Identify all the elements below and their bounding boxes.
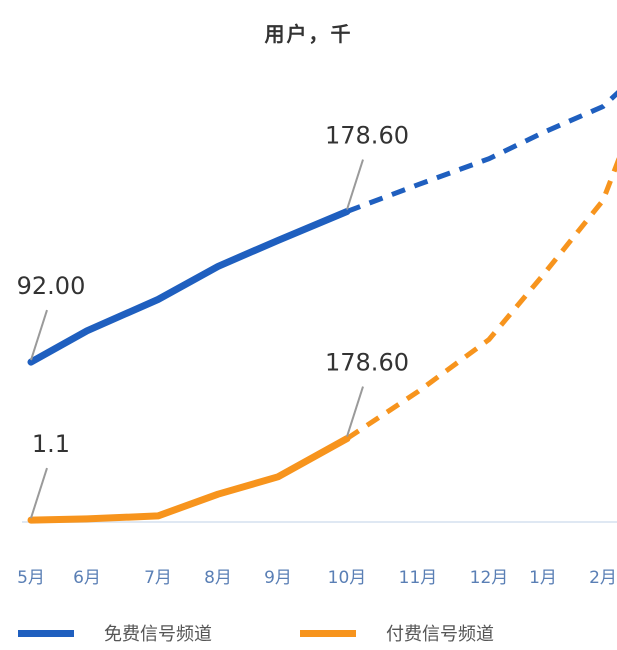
data-point-free bbox=[344, 208, 350, 215]
data-point-paid bbox=[84, 515, 90, 522]
series-line-free-forecast bbox=[346, 90, 617, 214]
legend-item-paid[interactable]: 付费信号频道 bbox=[300, 620, 494, 646]
legend-swatch-paid bbox=[300, 629, 356, 637]
line-chart: 5月 6月 7月 8月 9月 10月 11月 12月 1月 2月 92.00 178.60 1.1 178… bbox=[17, 90, 617, 588]
data-point-free bbox=[155, 296, 161, 303]
x-tick-label: 12月 bbox=[470, 568, 509, 588]
data-label: 92.00 bbox=[17, 272, 86, 300]
x-tick-label: 9月 bbox=[264, 568, 292, 588]
label-leader-line bbox=[30, 309, 48, 361]
x-tick-label: 7月 bbox=[144, 568, 172, 588]
series-line-free bbox=[27, 208, 351, 366]
data-point-free bbox=[84, 327, 90, 334]
x-tick-label: 6月 bbox=[73, 568, 101, 588]
data-point-free bbox=[275, 237, 281, 244]
legend-swatch-free bbox=[18, 629, 74, 637]
label-leader-line bbox=[346, 386, 364, 437]
series-line-paid bbox=[27, 435, 351, 524]
legend-label-paid: 付费信号频道 bbox=[386, 624, 494, 645]
x-tick-label: 2月 bbox=[589, 568, 617, 588]
data-point-free bbox=[28, 359, 34, 366]
data-point-paid bbox=[344, 435, 350, 442]
data-point-paid bbox=[155, 512, 161, 519]
data-point-paid bbox=[28, 517, 34, 524]
legend-label-free: 免费信号频道 bbox=[104, 624, 212, 645]
data-label: 178.60 bbox=[325, 349, 409, 377]
legend: 免费信号频道 付费信号频道 bbox=[0, 620, 617, 650]
series-line-paid-forecast bbox=[345, 156, 617, 441]
x-tick-label: 8月 bbox=[204, 568, 232, 588]
x-tick-label: 11月 bbox=[399, 568, 438, 588]
data-point-free bbox=[215, 263, 221, 270]
chart-title: 用户，千 bbox=[264, 22, 353, 46]
data-point-paid bbox=[215, 491, 221, 498]
x-tick-label: 5月 bbox=[17, 568, 45, 588]
legend-item-free[interactable]: 免费信号频道 bbox=[18, 620, 212, 646]
data-label: 1.1 bbox=[32, 430, 70, 458]
x-tick-label: 1月 bbox=[529, 568, 557, 588]
label-leader-line bbox=[346, 159, 364, 210]
label-leader-line bbox=[30, 467, 48, 519]
data-label: 178.60 bbox=[325, 122, 409, 150]
x-tick-label: 10月 bbox=[328, 568, 367, 588]
data-point-paid bbox=[275, 473, 281, 480]
